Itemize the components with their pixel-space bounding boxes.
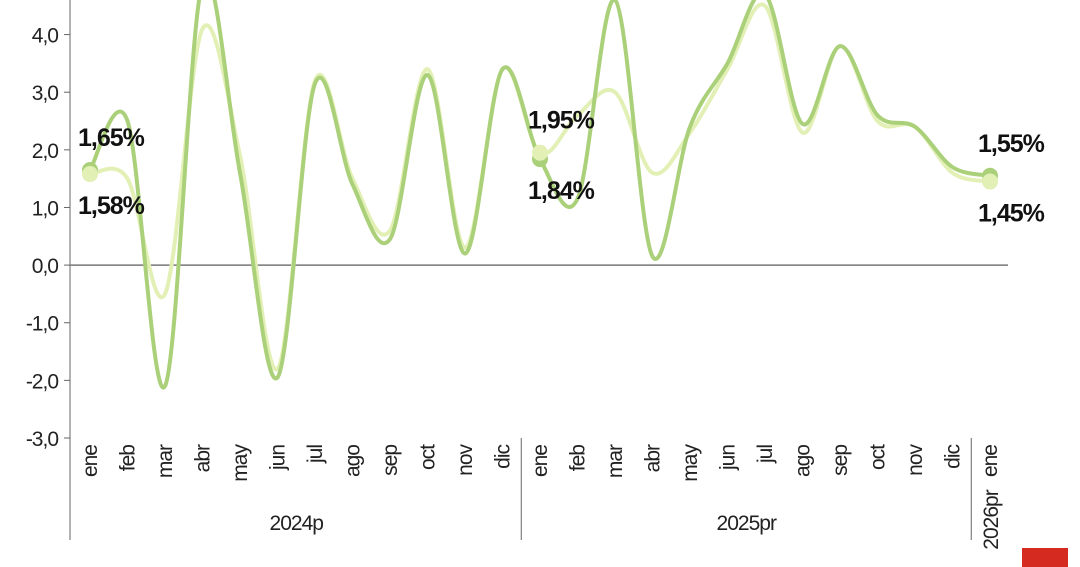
y-tick-label: -1,0 (26, 313, 59, 336)
x-tick-label: oct (867, 444, 890, 470)
x-tick-label: jul (304, 445, 327, 464)
logo (1022, 548, 1068, 567)
point (982, 173, 998, 190)
point (532, 144, 548, 161)
x-tick-label: sep (829, 445, 852, 476)
x-tick-label: feb (117, 445, 140, 472)
x-tick-label: ene (979, 445, 1002, 477)
x-tick-label: ago (342, 445, 365, 477)
group-label: 2024p (270, 512, 324, 535)
x-tick-label: jun (717, 445, 740, 471)
x-tick-label: ene (529, 445, 552, 477)
group-label: 2025pr (717, 512, 777, 535)
y-tick-label: -3,0 (26, 428, 59, 451)
x-tick-label: oct (417, 444, 440, 470)
y-tick-label: 0,0 (32, 255, 59, 278)
x-tick-label: ago (792, 445, 815, 477)
group-label: 2026pr (980, 489, 1003, 549)
x-tick-label: dic (942, 445, 965, 469)
x-tick-label: sep (379, 445, 402, 476)
value-label: 1,45% (978, 200, 1045, 228)
x-tick-label: jul (754, 445, 777, 464)
value-label: 1,58% (78, 192, 145, 220)
x-tick-label: abr (642, 444, 665, 472)
value-label: 1,84% (528, 177, 595, 205)
x-tick-label: may (229, 444, 252, 482)
x-tick-label: nov (904, 444, 927, 476)
x-tick-label: mar (154, 444, 177, 478)
line-series (88, 0, 991, 390)
y-tick-label: -2,0 (26, 370, 59, 393)
x-tick-label: mar (604, 444, 627, 478)
y-tick-label: 3,0 (32, 82, 59, 105)
x-tick-label: may (679, 444, 702, 482)
x-tick-label: feb (567, 445, 590, 472)
value-label: 1,65% (78, 124, 145, 152)
point (82, 166, 98, 183)
value-label: 1,95% (528, 107, 595, 135)
x-tick-label: abr (192, 444, 215, 472)
y-tick-label: 1,0 (32, 197, 59, 220)
x-tick-label: jun (267, 445, 290, 471)
y-tick-label: 4,0 (32, 25, 59, 48)
y-tick-label: 2,0 (32, 140, 59, 163)
x-tick-label: ene (79, 445, 102, 477)
x-tick-label: nov (454, 444, 477, 476)
x-tick-label: dic (492, 445, 515, 469)
value-label: 1,55% (978, 130, 1045, 158)
